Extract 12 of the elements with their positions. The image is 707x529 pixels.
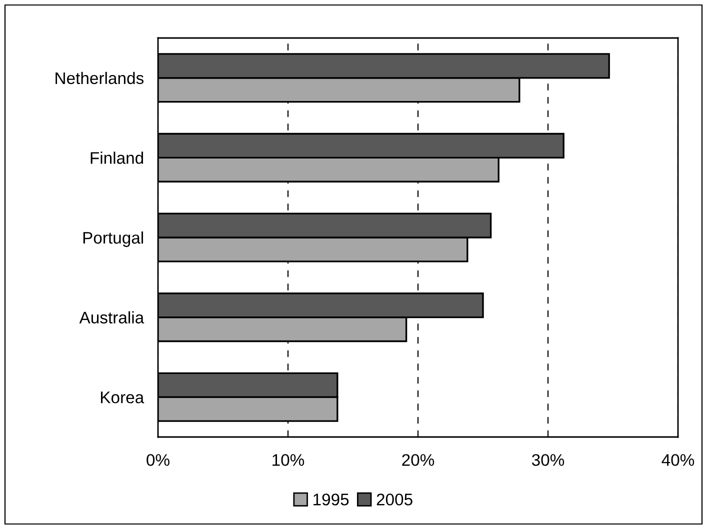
y-tick-label: Portugal bbox=[83, 231, 143, 247]
x-tick-label: 10% bbox=[272, 454, 304, 466]
x-tick-label: 0% bbox=[146, 454, 170, 466]
y-tick-label: Australia bbox=[79, 311, 144, 324]
x-tick-label: 30% bbox=[532, 454, 564, 466]
x-tick-label: 40% bbox=[662, 454, 694, 466]
legend-label: 2005 bbox=[376, 494, 412, 506]
x-tick-label: 20% bbox=[402, 454, 434, 466]
y-tick-label: Netherlands bbox=[56, 72, 144, 84]
y-tick-label: Korea bbox=[101, 392, 144, 404]
y-tick-label: Finland bbox=[90, 152, 144, 164]
legend-label: 1995 bbox=[314, 494, 349, 506]
